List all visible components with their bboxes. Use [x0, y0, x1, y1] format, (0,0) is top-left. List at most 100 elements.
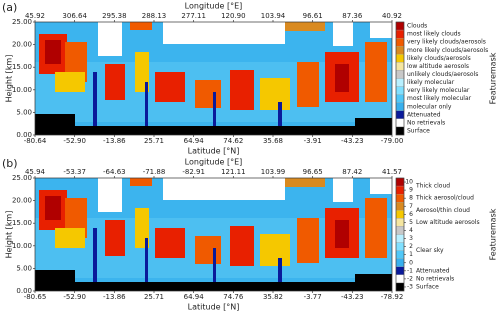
colorbar-tick-label: 6	[409, 211, 413, 218]
curtain-image	[35, 178, 392, 291]
top-tick-label: -71.88	[143, 168, 166, 176]
y-tick-label: 25.00	[12, 174, 32, 182]
colorbar-label: most likely molecular	[407, 95, 472, 102]
plot-frame	[34, 177, 393, 292]
colorbar-annotation: Low altitude aerosols	[416, 219, 480, 226]
x-tick-label: 25.71	[144, 293, 164, 301]
y-tick-label: 10.00	[12, 242, 32, 250]
x-tick-label: -43.23	[341, 293, 364, 301]
y-tick-label: 25.00	[12, 18, 32, 26]
top-tick-label: 45.94	[25, 168, 46, 176]
colorbar-band	[395, 218, 405, 227]
colorbar-tick-label: 4	[409, 227, 413, 234]
colorbar-label: No retrievals	[407, 119, 445, 126]
colorbar-band	[395, 78, 405, 87]
colorbar-label: unlikely clouds/aerosols	[407, 71, 478, 78]
top-tick-label: -64.63	[103, 168, 126, 176]
x-tick-label: 74.76	[223, 293, 244, 301]
colorbar-annotation: Surface	[416, 283, 439, 290]
colorbar-band	[395, 193, 405, 203]
x-axis-label: Latitude [°N]	[188, 303, 240, 312]
colorbar-label: Surface	[407, 127, 430, 134]
top-tick-label: 45.92	[25, 12, 45, 20]
colorbar-band	[395, 242, 405, 251]
y-axis-label: Height [km]	[5, 55, 14, 103]
colorbar-band	[395, 177, 405, 187]
colorbar-band	[395, 46, 405, 55]
y-tick-label: 5.00	[16, 264, 32, 272]
colorbar-band	[395, 110, 405, 120]
x-tick-label: -43.23	[341, 137, 364, 145]
colorbar-band	[395, 210, 405, 219]
top-tick-label: 295.38	[102, 12, 127, 20]
colorbar-tick-label: -3	[407, 283, 413, 290]
colorbar-label: Clouds	[407, 23, 427, 30]
colorbar-band	[395, 102, 405, 111]
colorbar-tick-label: 8	[409, 195, 413, 202]
colorbar-band	[395, 274, 405, 284]
curtain-image	[35, 22, 392, 135]
x-tick-label: 74.62	[223, 137, 243, 145]
x-axis-label: Latitude [°N]	[188, 147, 240, 156]
panel-label: (b)	[2, 157, 18, 170]
colorbar-band	[395, 126, 405, 136]
top-tick-label: -82.91	[182, 168, 205, 176]
top-tick-label: 288.13	[142, 12, 167, 20]
top-tick-label: 277.11	[181, 12, 206, 20]
colorbar-label: molecular only	[407, 103, 452, 110]
colorbar-band	[395, 70, 405, 79]
top-tick-label: 121.11	[221, 168, 246, 176]
colorbar-frame	[395, 177, 405, 292]
x-tick-label: -52.90	[63, 137, 86, 145]
colorbar-tick-label: -1	[407, 267, 413, 274]
colorbar-label: more likely clouds/aerosols	[407, 47, 488, 54]
colorbar-band	[395, 54, 405, 63]
plot-frame	[34, 21, 393, 136]
top-tick-label: 96.61	[303, 12, 323, 20]
colorbar-label: very likely molecular	[407, 87, 470, 94]
top-tick-label: -53.37	[63, 168, 86, 176]
x-tick-label: 35.68	[263, 137, 283, 145]
colorbar-title: Featuremask	[489, 208, 498, 260]
colorbar-label: low altitude aerosols	[407, 63, 469, 70]
colorbar-band	[395, 258, 405, 267]
colorbar-band	[395, 250, 405, 259]
top-tick-label: 40.92	[382, 12, 402, 20]
x-tick-label: 64.94	[184, 137, 205, 145]
top-tick-label: 87.36	[342, 12, 363, 20]
colorbar-frame	[395, 21, 405, 136]
x-tick-label: -52.90	[63, 293, 86, 301]
colorbar-label: likely clouds/aerosols	[407, 55, 471, 62]
y-tick-label: 15.00	[12, 63, 32, 71]
colorbar-band	[395, 226, 405, 235]
colorbar-band	[395, 118, 405, 128]
colorbar-tick-label: 5	[409, 219, 413, 226]
colorbar-band	[395, 86, 405, 95]
top-tick-label: 306.64	[62, 12, 87, 20]
x-tick-label: -13.86	[103, 137, 126, 145]
colorbar-band	[395, 29, 405, 39]
colorbar-band	[395, 37, 405, 47]
colorbar-annotation: Clear sky	[416, 247, 444, 254]
y-tick-label: 0.00	[16, 287, 32, 295]
x-tick-label: -3.77	[304, 293, 322, 301]
colorbar-annotation: Thick cloud	[415, 183, 450, 190]
x-tick-label: 25.71	[144, 137, 164, 145]
colorbar-tick-label: 7	[409, 203, 413, 210]
colorbar-band	[395, 94, 405, 103]
colorbar-label: Attenuated	[407, 111, 441, 118]
y-tick-label: 20.00	[12, 197, 32, 205]
colorbar-band	[395, 234, 405, 243]
colorbar-tick-label: -2	[407, 275, 413, 282]
x-tick-label: -78.92	[381, 293, 404, 301]
y-axis-label: Height [km]	[5, 211, 14, 259]
colorbar-annotation: No retrievals	[416, 275, 454, 282]
colorbar-tick-label: 10	[405, 179, 413, 186]
colorbar-label: very likely clouds/aerosols	[407, 39, 486, 46]
x-tick-label: -13.86	[103, 293, 126, 301]
y-tick-label: 20.00	[12, 41, 32, 49]
x-tick-label: -80.65	[24, 293, 47, 301]
colorbar-tick-label: 2	[409, 243, 413, 250]
x-tick-label: 64.94	[184, 293, 205, 301]
